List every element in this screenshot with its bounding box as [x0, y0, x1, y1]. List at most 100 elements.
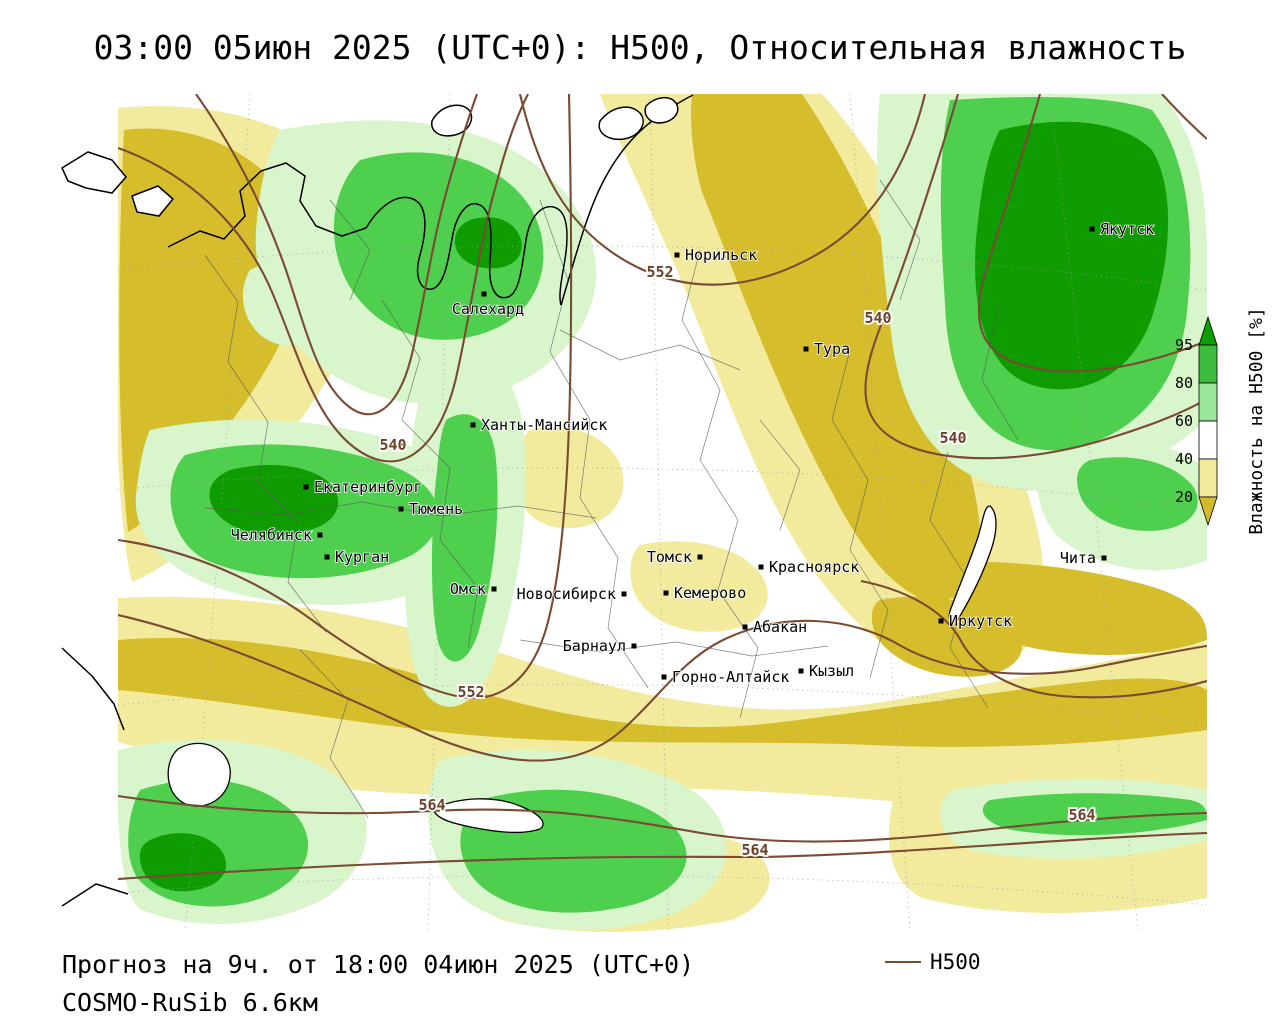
city-dot-icon — [742, 624, 748, 630]
city-label: Екатеринбург — [314, 478, 422, 496]
city-marker: Кызыл — [798, 661, 855, 681]
h500-contour-layer — [118, 94, 1207, 881]
colorbar-tick-label: 60 — [1175, 412, 1193, 430]
arctic-island — [598, 106, 644, 141]
page-title: 03:00 05июн 2025 (UTC+0): H500, Относите… — [93, 28, 1187, 67]
city-label: Якутск — [1100, 220, 1154, 238]
city-dot-icon — [798, 668, 804, 674]
colorbar-band — [1198, 420, 1218, 460]
colorbar-tick-label: 95 — [1175, 336, 1193, 354]
city-dot-icon — [1101, 555, 1107, 561]
arctic-island — [131, 185, 175, 217]
city-label: Иркутск — [949, 612, 1012, 630]
city-label: Челябинск — [231, 526, 312, 544]
city-dot-icon — [470, 422, 476, 428]
contour-label: 540 — [939, 429, 966, 447]
city-label: Омск — [450, 580, 486, 598]
city-dot-icon — [661, 674, 667, 680]
aral-sea — [167, 742, 231, 807]
city-marker: Челябинск — [230, 525, 323, 545]
city-label: Горно-Алтайск — [672, 668, 789, 686]
city-dot-icon — [621, 591, 627, 597]
southwest-coastline — [61, 647, 125, 731]
colorbar-band — [1198, 458, 1218, 498]
city-dot-icon — [697, 554, 703, 560]
city-label: Ханты-Мансийск — [481, 416, 607, 434]
colorbar: 95 80 60 40 20 Влажность на H500 [%] — [1175, 307, 1267, 535]
city-label: Кемерово — [674, 584, 746, 602]
colorbar-bottom-arrow-icon — [1198, 496, 1218, 527]
city-dot-icon — [303, 484, 309, 490]
arctic-coastline — [167, 162, 367, 248]
city-dot-icon — [491, 586, 497, 592]
colorbar-band — [1198, 382, 1218, 422]
city-marker: Тура — [803, 339, 851, 359]
h500-legend-line-icon — [885, 961, 921, 963]
city-dot-icon — [1089, 226, 1095, 232]
city-dot-icon — [324, 554, 330, 560]
city-marker: Курган — [324, 547, 390, 567]
contour-label: 552 — [457, 683, 484, 701]
southwest-coastline — [61, 883, 129, 907]
forecast-info: Прогноз на 9ч. от 18:00 04июн 2025 (UTC+… — [62, 950, 695, 979]
city-label: Томск — [647, 548, 692, 566]
city-marker: Норильск — [674, 245, 758, 265]
city-dot-icon — [481, 291, 487, 297]
colorbar-tick-label: 20 — [1175, 488, 1193, 506]
ob-gulf-coastline — [365, 196, 568, 306]
colorbar-tick-label: 80 — [1175, 374, 1193, 392]
coastline-layer — [61, 94, 997, 907]
city-dot-icon — [803, 346, 809, 352]
city-label: Курган — [335, 548, 389, 566]
city-marker: Абакан — [742, 617, 808, 637]
colorbar-tick-label: 40 — [1175, 450, 1193, 468]
contour-label: 564 — [741, 841, 768, 859]
h500-legend: H500 — [885, 950, 981, 974]
city-marker: Томск — [646, 547, 703, 567]
city-label: Абакан — [753, 618, 807, 636]
lake-balkhash — [432, 798, 544, 834]
arctic-island — [61, 151, 127, 194]
city-label: Барнаул — [563, 637, 626, 655]
city-marker: Салехард — [451, 291, 525, 319]
city-marker: Новосибирск — [516, 584, 627, 604]
contour-label: 540 — [864, 309, 891, 327]
city-marker: Барнаул — [562, 636, 637, 656]
cities-layer: Норильск Салехард Тура Якутск Ханты-Мансийск… — [230, 219, 1155, 687]
city-marker: Иркутск — [938, 611, 1013, 631]
city-marker: Тюмень — [398, 499, 464, 519]
city-label: Чита — [1060, 549, 1096, 567]
contour-label: 540 — [379, 436, 406, 454]
city-marker: Омск — [449, 579, 497, 599]
colorbar-band — [1198, 344, 1218, 384]
city-dot-icon — [631, 643, 637, 649]
city-dot-icon — [317, 532, 323, 538]
city-marker: Ханты-Мансийск — [470, 415, 608, 435]
city-dot-icon — [663, 590, 669, 596]
city-marker: Горно-Алтайск — [661, 667, 790, 687]
city-marker: Кемерово — [663, 583, 747, 603]
contour-label: 552 — [646, 263, 673, 281]
city-dot-icon — [938, 618, 944, 624]
contour-label: 564 — [418, 796, 445, 814]
city-label: Салехард — [452, 300, 524, 318]
city-marker: Якутск — [1089, 219, 1155, 239]
lake-baikal — [948, 505, 997, 622]
city-label: Тюмень — [409, 500, 463, 518]
arctic-island — [644, 97, 679, 124]
arctic-island — [431, 104, 473, 137]
city-marker: Красноярск — [758, 557, 860, 577]
humidity-fill-layer — [118, 94, 1207, 932]
city-dot-icon — [758, 564, 764, 570]
city-marker: Чита — [1059, 548, 1107, 568]
city-dot-icon — [674, 252, 680, 258]
contour-label: 564 — [1068, 806, 1095, 824]
footer: Прогноз на 9ч. от 18:00 04июн 2025 (UTC+… — [62, 946, 694, 1022]
city-label: Новосибирск — [517, 585, 616, 603]
contour-labels-layer: 552 540 540 540 552 564 564 564 — [378, 261, 1098, 861]
city-label: Норильск — [685, 246, 757, 264]
city-label: Кызыл — [809, 662, 854, 680]
city-label: Тура — [814, 340, 850, 358]
city-label: Красноярск — [769, 558, 859, 576]
